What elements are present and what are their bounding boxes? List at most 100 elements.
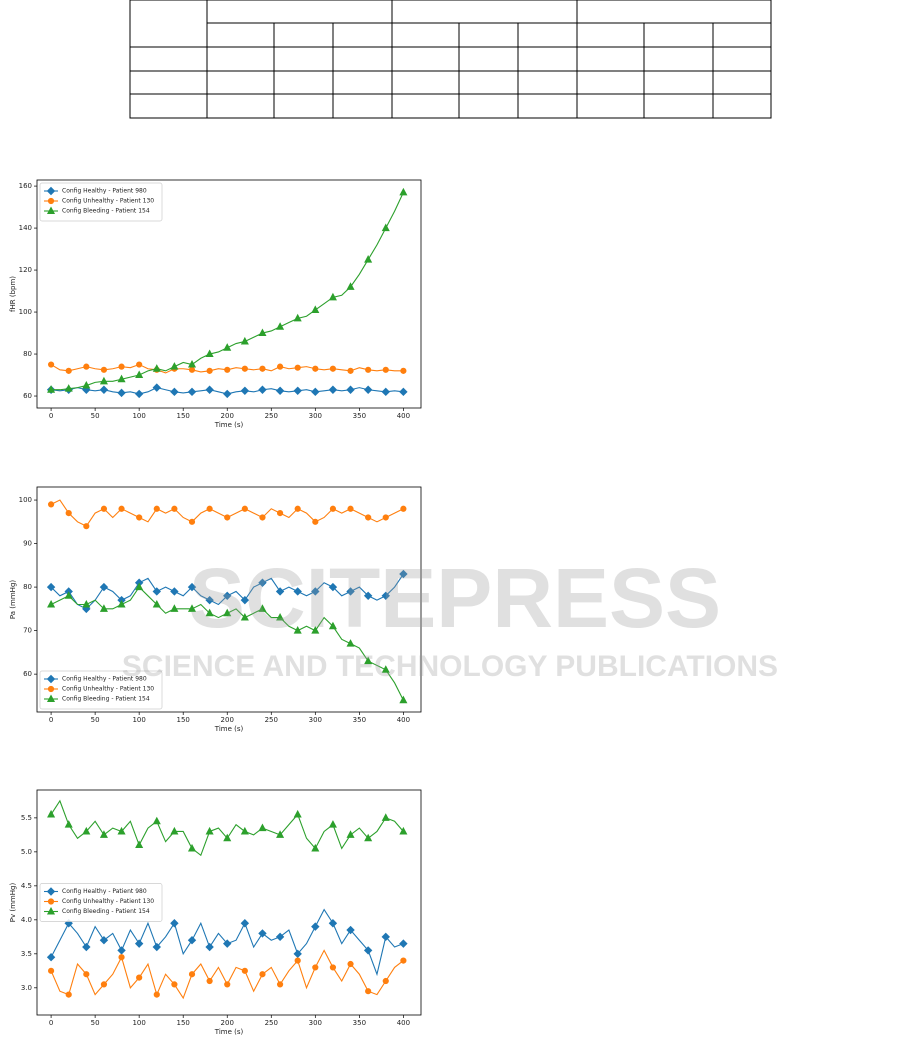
marker: [382, 366, 389, 373]
marker: [347, 367, 354, 374]
marker: [223, 939, 232, 948]
legend-label: Config Healthy - Patient 980: [62, 888, 147, 895]
marker: [118, 363, 125, 370]
x-tick-label: 150: [177, 1019, 190, 1027]
marker: [83, 523, 90, 530]
marker: [241, 365, 248, 372]
x-tick-label: 400: [397, 412, 410, 420]
marker: [364, 255, 373, 263]
marker: [188, 366, 196, 373]
marker: [188, 518, 196, 525]
marker: [100, 366, 108, 373]
marker: [312, 518, 319, 525]
marker: [346, 925, 355, 935]
marker: [328, 621, 337, 630]
marker: [399, 695, 408, 704]
marker: [47, 685, 55, 693]
marker: [152, 587, 161, 596]
marker: [275, 932, 285, 942]
marker: [364, 656, 373, 665]
x-axis-label: Time (s): [214, 421, 244, 429]
marker: [99, 936, 109, 945]
marker: [294, 505, 301, 512]
marker: [399, 939, 408, 948]
series-line: [50, 799, 404, 857]
marker: [171, 981, 178, 988]
y-tick-label: 90: [23, 540, 32, 548]
chart: 0 50 100 150 200 250 300 350 400 3.0 3.5 4.0 4.5 5.0 5…: [9, 789, 422, 1036]
marker: [328, 292, 337, 301]
marker: [206, 505, 213, 512]
y-tick-label: 80: [23, 350, 32, 358]
marker: [293, 809, 302, 818]
x-tick-label: 100: [132, 716, 145, 724]
legend-box: [39, 883, 163, 922]
marker: [346, 282, 355, 290]
marker: [46, 906, 56, 915]
x-tick-label: 0: [49, 716, 53, 724]
marker: [224, 514, 231, 521]
x-tick-label: 200: [221, 1019, 234, 1027]
watermark-subtitle: SCIENCE AND TECHNOLOGY PUBLICATIONS: [122, 650, 778, 683]
marker: [46, 582, 56, 592]
marker: [381, 591, 390, 601]
marker: [311, 843, 320, 852]
x-tick-label: 150: [177, 716, 190, 724]
marker: [382, 514, 389, 521]
marker: [258, 929, 267, 938]
marker: [276, 363, 284, 370]
marker: [134, 939, 144, 948]
marker: [135, 370, 144, 379]
marker: [65, 367, 72, 374]
marker: [240, 595, 250, 605]
marker: [82, 826, 91, 835]
y-axis-label: fHR (bpm): [9, 276, 17, 312]
marker: [275, 587, 285, 596]
marker: [400, 367, 407, 374]
y-axis-label: Pv (mmHg): [9, 883, 17, 923]
marker: [328, 582, 338, 592]
plot-frame: [36, 179, 422, 409]
marker: [328, 919, 338, 928]
marker: [47, 898, 55, 905]
x-tick-label: 100: [132, 412, 145, 420]
x-tick-label: 350: [353, 1019, 366, 1027]
marker: [187, 843, 197, 852]
marker: [240, 386, 250, 395]
y-tick-label: 5.5: [21, 814, 32, 822]
marker: [46, 186, 56, 196]
x-tick-label: 0: [49, 1019, 53, 1027]
marker: [47, 599, 56, 608]
marker: [276, 830, 285, 838]
y-tick-label: 160: [19, 182, 32, 190]
y-tick-label: 60: [23, 670, 32, 678]
marker: [64, 820, 73, 828]
marker: [65, 991, 72, 998]
marker: [346, 587, 355, 596]
marker: [329, 505, 337, 512]
marker: [312, 365, 319, 372]
y-tick-label: 120: [19, 266, 32, 274]
marker: [259, 365, 266, 372]
marker: [365, 366, 372, 373]
marker: [170, 826, 179, 835]
marker: [224, 981, 231, 988]
marker: [188, 971, 196, 978]
marker: [46, 206, 56, 214]
marker: [46, 953, 56, 962]
marker: [47, 809, 56, 818]
marker: [187, 582, 197, 592]
marker: [152, 816, 161, 825]
marker: [381, 387, 390, 397]
marker: [100, 505, 108, 512]
marker: [365, 514, 372, 521]
marker: [347, 960, 354, 968]
y-tick-label: 140: [19, 224, 32, 232]
legend-label: Config Bleeding - Patient 154: [62, 696, 150, 703]
marker: [47, 197, 55, 205]
series-line: [50, 499, 404, 527]
y-tick-label: 60: [23, 392, 32, 400]
x-tick-label: 150: [177, 412, 190, 420]
marker: [241, 967, 248, 974]
marker: [294, 957, 301, 964]
